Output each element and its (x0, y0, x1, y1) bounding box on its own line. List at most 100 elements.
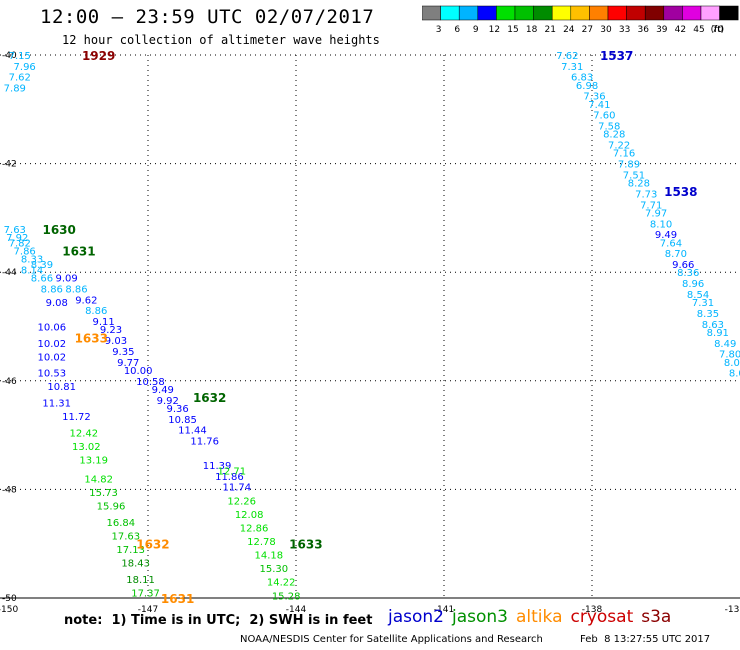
swh-value-label: 8.70 (665, 249, 687, 260)
swh-value-label: 7.92 (6, 233, 28, 244)
swh-value-label: 7.63 (4, 225, 26, 236)
swh-value-label: 15.73 (89, 488, 118, 499)
colorbar-label: 27 (582, 25, 593, 35)
swh-value-label: 8.86 (41, 284, 63, 295)
pass-time-label: 1929 (82, 49, 115, 63)
swh-value-label: 9.92 (157, 396, 179, 407)
swh-value-label: 7.97 (645, 208, 667, 219)
colorbar-label: 24 (563, 25, 575, 35)
swh-value-label: 8.00 (729, 369, 740, 380)
colorbar-label: 36 (637, 25, 649, 35)
pass-time-label: 1632 (136, 538, 169, 552)
colorbar-unit: (ft) (711, 25, 725, 35)
swh-value-label: 7.16 (613, 149, 635, 160)
colorbar-label: 9 (473, 25, 479, 35)
swh-value-label: 18.11 (126, 575, 155, 586)
x-tick-label: -13 (725, 605, 740, 615)
swh-value-label: 8.33 (21, 255, 43, 266)
pass-time-label: 1631 (62, 244, 95, 258)
swh-value-label: 11.31 (42, 399, 71, 410)
swh-value-label: 15.28 (272, 591, 301, 602)
swh-value-label: 7.82 (9, 238, 31, 249)
swh-value-label: 9.66 (672, 260, 694, 271)
swh-value-label: 8.66 (31, 274, 53, 285)
swh-value-label: 7.73 (635, 189, 657, 200)
swh-value-label: 8.63 (702, 320, 724, 331)
legend-item: altika (516, 607, 563, 627)
swh-value-label: 7.31 (692, 298, 714, 309)
swh-value-label: 8.10 (650, 219, 672, 230)
swh-value-label: 7.89 (4, 84, 26, 95)
x-tick-label: -147 (138, 605, 158, 615)
legend-item: jason3 (452, 607, 508, 627)
credit-text: NOAA/NESDIS Center for Satellite Applica… (240, 634, 543, 645)
swh-value-label: 7.62 (9, 73, 31, 84)
pass-time-label: 1537 (600, 49, 633, 63)
swh-value-label: 12.42 (70, 428, 99, 439)
swh-value-label: 8.86 (65, 284, 87, 295)
satellite-legend: jason2 jason3 altika cryosat s3a (388, 607, 679, 627)
colorbar-label: 15 (507, 25, 518, 35)
colorbar-label: 6 (454, 25, 460, 35)
pass-time-label: 1632 (193, 391, 226, 405)
swh-value-label: 17.63 (111, 532, 140, 543)
swh-value-label: 9.77 (117, 358, 139, 369)
swh-value-label: 7.15 (9, 51, 31, 62)
y-tick-label: -40 (2, 51, 17, 61)
swh-value-label: 15.30 (259, 564, 288, 575)
swh-value-label: 7.96 (14, 62, 36, 73)
pass-time-label: 1630 (42, 223, 75, 237)
y-tick-label: -42 (2, 160, 17, 170)
pass-time-label: 1633 (289, 538, 322, 552)
swh-value-label: 8.28 (603, 130, 625, 141)
swh-value-label: 13.02 (72, 442, 101, 453)
swh-value-label: 8.14 (21, 265, 43, 276)
swh-value-label: 11.44 (178, 426, 207, 437)
color-scale-bar: 3 6 9 12 15 18 21 24 27 30 33 36 39 42 45 70(ft) (422, 5, 739, 35)
colorbar-label: 12 (489, 25, 500, 35)
swh-value-label: 7.86 (14, 246, 36, 257)
swh-value-label: 10.00 (124, 366, 153, 377)
swh-value-label: 12.26 (227, 496, 256, 507)
legend-item: jason2 (388, 607, 444, 627)
swh-value-label: 9.03 (105, 336, 127, 347)
swh-value-label: 8.91 (707, 328, 729, 339)
swh-value-label: 11.76 (190, 437, 219, 448)
swh-value-label: 13.19 (79, 456, 108, 467)
generated-date: Feb 8 13:27:55 UTC 2017 (580, 634, 711, 645)
x-tick-label: -138 (582, 605, 603, 615)
swh-value-label: 9.11 (92, 317, 114, 328)
pass-time-label: 1633 (75, 331, 108, 345)
y-tick-label: -46 (2, 377, 17, 387)
swh-value-label: 15.96 (97, 502, 126, 513)
swh-value-label: 7.62 (556, 51, 578, 62)
colorbar-label: 39 (656, 25, 668, 35)
colorbar-label: 30 (600, 25, 612, 35)
x-tick-label: -150 (0, 605, 18, 615)
swh-value-label: 10.85 (168, 415, 197, 426)
swh-value-label: 10.02 (37, 352, 66, 363)
swh-value-label: 9.49 (655, 230, 677, 241)
swh-value-label: 14.22 (267, 578, 296, 589)
swh-value-label: 9.62 (75, 295, 97, 306)
colorbar-label: 18 (526, 25, 538, 35)
swh-value-label: 8.86 (85, 306, 107, 317)
swh-value-label: 10.58 (136, 377, 165, 388)
pass-time-label: 1631 (161, 592, 194, 606)
footnote: note: 1) Time is in UTC; 2) SWH is in fe… (64, 613, 373, 628)
swh-value-label: 8.00 (724, 358, 740, 369)
swh-value-label: 6.83 (571, 73, 593, 84)
swh-value-label: 7.64 (660, 238, 682, 249)
swh-value-label: 7.60 (593, 111, 615, 122)
y-tick-label: -48 (2, 485, 17, 495)
swh-value-label: 12.08 (235, 510, 264, 521)
swh-value-label: 11.86 (215, 472, 244, 483)
pass-time-label: 1538 (664, 185, 697, 199)
swh-value-label: 6.98 (576, 81, 598, 92)
swh-value-label: 10.53 (37, 369, 66, 380)
colorbar-label: 3 (436, 25, 442, 35)
swh-value-label: 8.49 (714, 339, 736, 350)
swh-value-label: 7.51 (623, 170, 645, 181)
swh-value-label: 8.28 (628, 179, 650, 190)
